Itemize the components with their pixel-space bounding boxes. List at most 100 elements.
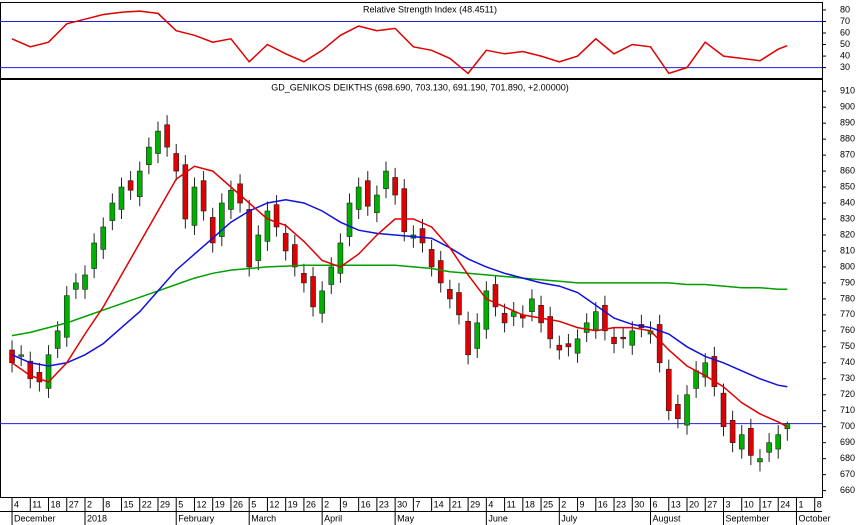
candle-body	[182, 164, 189, 220]
x-tick-label: 12	[269, 499, 279, 509]
candle-body	[346, 202, 353, 237]
x-tick-label: 16	[598, 499, 608, 509]
x-tick-label: 23	[379, 499, 389, 509]
candle-body	[228, 189, 234, 210]
x-tick-label: 1	[798, 499, 803, 509]
candle-body	[18, 354, 24, 357]
y-tick-label: 50	[840, 39, 850, 49]
candle-body	[766, 442, 772, 453]
x-tick-label: 11	[32, 499, 41, 509]
candle-body	[720, 392, 727, 428]
candle-body	[684, 394, 690, 426]
y-tick-label: 820	[840, 229, 855, 239]
candle-body	[291, 244, 298, 268]
x-tick-label: 22	[142, 499, 152, 509]
candle-body	[301, 273, 307, 284]
rsi-frame	[0, 2, 823, 79]
y-tick-label: 680	[840, 453, 855, 463]
x-tick-label: 5	[178, 499, 183, 509]
candle-body	[456, 292, 462, 316]
candle-body	[501, 312, 508, 324]
candle-body	[127, 180, 134, 191]
candle-body	[592, 311, 599, 330]
candle-body	[9, 349, 15, 364]
month-label: 2018	[87, 513, 107, 523]
y-tick-label: 880	[840, 133, 855, 143]
candle-body	[200, 180, 207, 212]
x-tick-label: 26	[306, 499, 316, 509]
candle-body	[748, 427, 754, 456]
x-tick-label: 7	[415, 499, 420, 509]
y-tick-label: 870	[840, 149, 855, 159]
y-tick-label: 700	[840, 421, 855, 431]
candle-body	[602, 304, 608, 332]
candle-body	[146, 146, 152, 165]
candle-body	[264, 210, 271, 242]
x-tick-label: 12	[196, 499, 206, 509]
candle-body	[364, 180, 371, 207]
candle-body	[383, 170, 389, 189]
x-tick-label: 6	[653, 499, 658, 509]
x-tick-label: 27	[69, 499, 79, 509]
y-tick-label: 810	[840, 245, 855, 255]
x-tick-label: 26	[233, 499, 243, 509]
candle-body	[583, 322, 590, 333]
x-tick-label: 2	[561, 499, 566, 509]
x-tick-label: 10	[744, 499, 754, 509]
candle-body	[173, 153, 180, 172]
candle-body	[447, 288, 453, 300]
candle-body	[419, 228, 426, 244]
candle-body	[483, 290, 490, 330]
candle-body	[374, 194, 380, 213]
candle-body	[118, 186, 125, 210]
candle-body	[401, 188, 408, 233]
y-tick-label: 30	[840, 62, 850, 72]
moving-average	[11, 165, 788, 428]
candle-body	[665, 368, 672, 412]
candle-body	[729, 420, 736, 443]
candle-body	[492, 284, 499, 308]
candle-body	[209, 217, 216, 244]
y-tick-label: 760	[840, 325, 855, 335]
y-tick-label: 840	[840, 197, 855, 207]
y-tick-label: 770	[840, 309, 855, 319]
candle-body	[319, 290, 325, 314]
candle-body	[556, 344, 563, 351]
candle-body	[738, 434, 745, 450]
y-tick-label: 70	[840, 16, 850, 26]
month-label: October	[798, 513, 830, 523]
y-tick-label: 670	[840, 469, 855, 479]
candle-body	[702, 362, 709, 378]
candle-body	[219, 202, 225, 237]
x-tick-label: 4	[14, 499, 19, 509]
y-tick-label: 690	[840, 437, 855, 447]
month-label: February	[178, 513, 215, 523]
month-label: March	[251, 513, 276, 523]
y-tick-label: 890	[840, 118, 855, 128]
y-tick-label: 900	[840, 102, 855, 112]
x-tick-label: 17	[762, 499, 772, 509]
candle-body	[73, 282, 79, 290]
y-tick-label: 740	[840, 357, 855, 367]
candle-body	[246, 209, 252, 268]
rsi-title: Relative Strength Index (48.4511)	[363, 4, 497, 14]
candle-body	[100, 226, 107, 250]
x-tick-label: 23	[616, 499, 626, 509]
y-tick-label: 60	[840, 27, 850, 37]
candle-body	[675, 404, 681, 420]
y-tick-label: 830	[840, 213, 855, 223]
y-tick-label: 860	[840, 165, 855, 175]
y-tick-label: 660	[840, 485, 855, 495]
candle-body	[45, 354, 52, 389]
x-tick-label: 5	[251, 499, 256, 509]
x-tick-label: 2	[324, 499, 329, 509]
moving-average	[11, 199, 788, 388]
x-tick-label: 8	[817, 499, 822, 509]
moving-average	[11, 264, 788, 337]
candle-body	[775, 434, 782, 450]
candle-body	[164, 124, 170, 148]
candle-body	[693, 370, 699, 389]
candle-body	[191, 186, 198, 226]
x-tick-label: 15	[123, 499, 133, 509]
